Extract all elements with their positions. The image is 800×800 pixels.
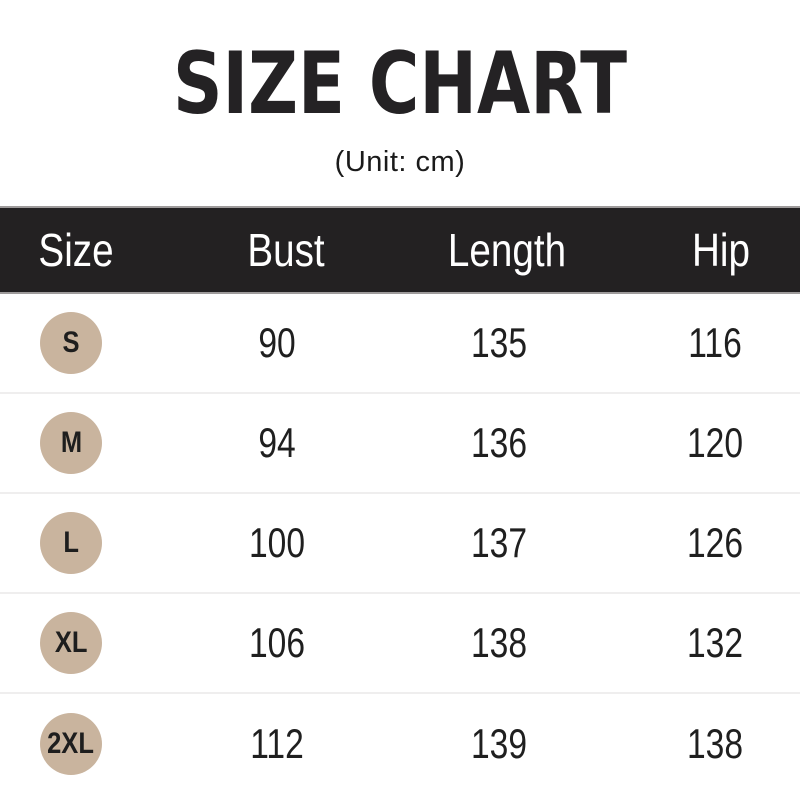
size-cell: XL	[40, 594, 102, 692]
size-badge: XL	[40, 612, 102, 674]
hip-value: 138	[686, 720, 744, 767]
bust-value: 112	[250, 720, 304, 767]
size-cell: S	[40, 294, 102, 392]
length-value: 135	[470, 319, 528, 366]
size-cell: M	[40, 394, 102, 492]
hip-value: 132	[686, 619, 744, 666]
table-row-2xl: 2XL 112 139 138	[0, 694, 800, 794]
table-row-xl: XL 106 138 132	[0, 594, 800, 694]
bust-value: 90	[258, 319, 296, 366]
col-header-bust: Bust	[247, 224, 325, 276]
page-title: SIZE CHART	[172, 34, 628, 134]
table-row-l: L 100 137 126	[0, 494, 800, 594]
length-value: 139	[470, 720, 528, 767]
size-badge: L	[40, 512, 102, 574]
length-value: 138	[470, 619, 528, 666]
table-header-row: Size Bust Length Hip	[0, 206, 800, 294]
bust-value: 94	[258, 419, 296, 466]
unit-note: (Unit: cm)	[334, 146, 466, 178]
hip-value: 120	[686, 419, 744, 466]
size-cell: L	[40, 494, 102, 592]
size-badge: 2XL	[40, 713, 102, 775]
col-header-length: Length	[447, 224, 567, 276]
size-cell: 2XL	[40, 694, 102, 794]
hip-value: 126	[686, 519, 744, 566]
bust-value: 100	[248, 519, 306, 566]
table-row-m: M 94 136 120	[0, 394, 800, 494]
col-header-hip: Hip	[692, 224, 750, 276]
size-badge: M	[40, 412, 102, 474]
hip-value: 116	[688, 319, 742, 366]
table-row-s: S 90 135 116	[0, 294, 800, 394]
length-value: 136	[470, 419, 528, 466]
length-value: 137	[470, 519, 528, 566]
bust-value: 106	[248, 619, 306, 666]
col-header-size: Size	[38, 224, 114, 276]
size-badge: S	[40, 312, 102, 374]
